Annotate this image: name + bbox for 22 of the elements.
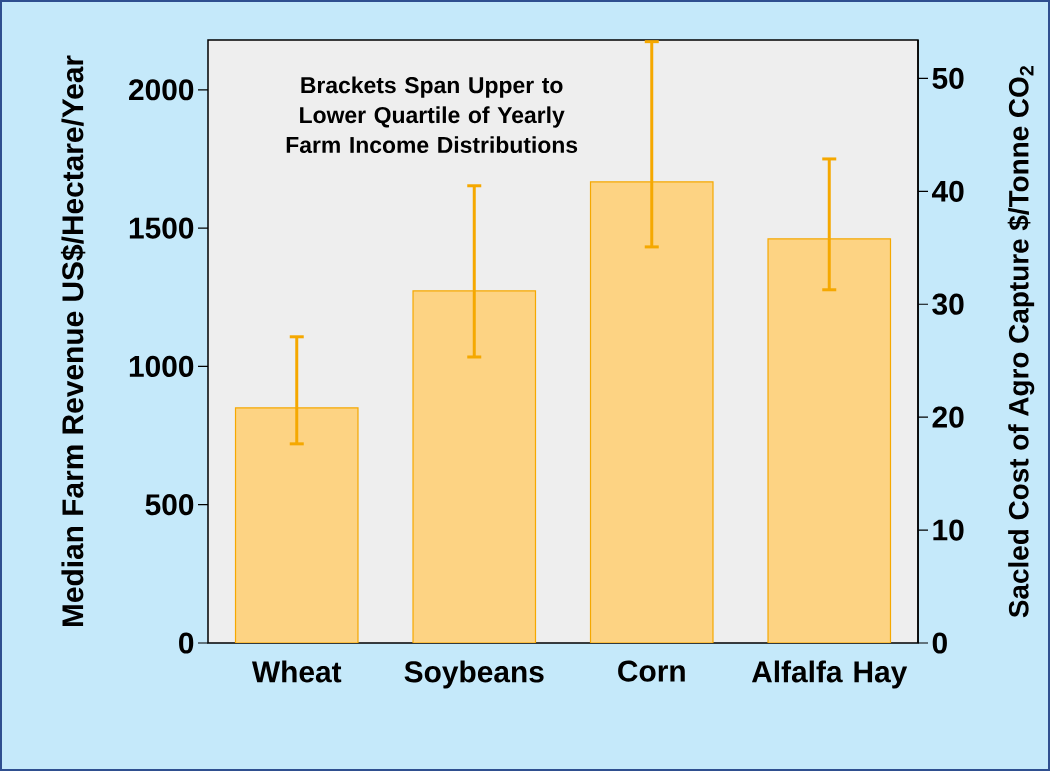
x-tick-label: Soybeans: [404, 660, 544, 689]
x-tick-label: Alfalfa Hay: [751, 660, 908, 689]
x-tick-label: Corn: [618, 660, 685, 682]
y2-tick-label: 0: [932, 632, 947, 654]
bar: [235, 407, 358, 643]
y2-axis-title: Sacled Cost of Agro Capture $/Tonne CO$_{2}$: [1007, 66, 1035, 618]
bar: [767, 238, 892, 643]
y-tick-label: 0: [179, 632, 194, 654]
y2-tick-label: 10: [933, 519, 964, 541]
annotation: Brackets Span Upper to Lower Quartile of Yearly Farm Income Distributions: [286, 76, 578, 154]
y2-tick-label: 20: [932, 406, 964, 428]
y-tick-label: 500: [145, 494, 194, 516]
y2-tick-label: 50: [932, 67, 964, 89]
bar: [413, 290, 536, 643]
y-tick-label: 1000: [129, 355, 194, 377]
bar: [590, 181, 713, 643]
y-tick-label: 1500: [129, 217, 194, 239]
x-tick-label: Wheat: [251, 660, 342, 683]
y2-tick-label: 40: [931, 180, 964, 202]
y-tick-label: 2000: [129, 79, 194, 101]
y2-tick-label: 30: [932, 293, 964, 315]
y-axis-title: Median Farm Revenue US$/Hectare/Year: [60, 55, 86, 627]
